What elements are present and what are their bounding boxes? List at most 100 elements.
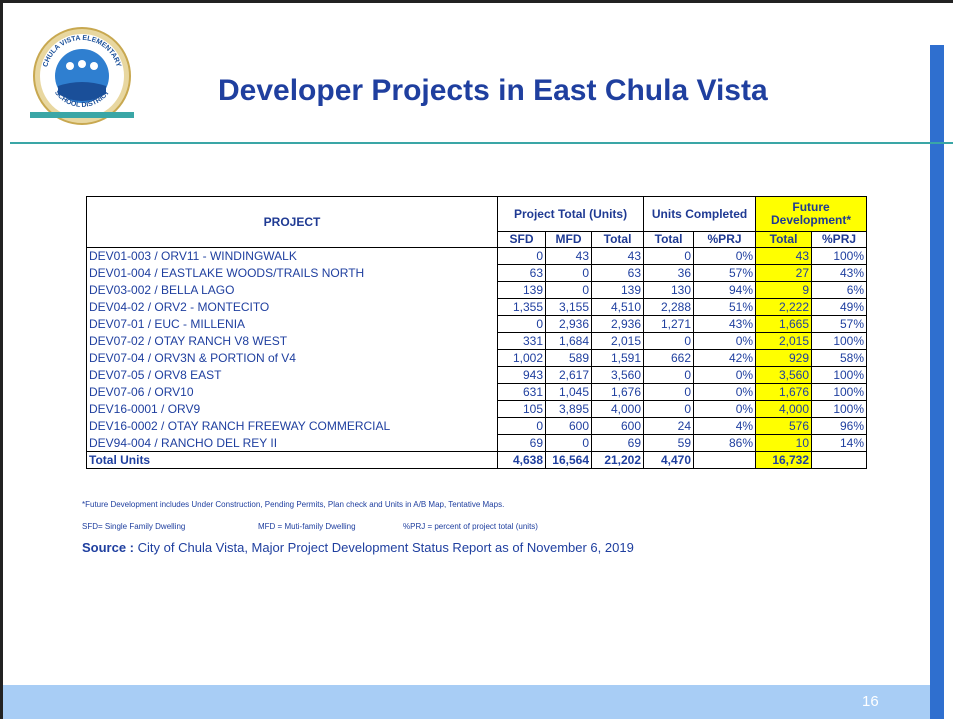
number-cell: 0 — [643, 383, 695, 401]
number-cell: 58% — [811, 349, 868, 367]
number-cell: 3,895 — [545, 400, 592, 418]
project-cell: DEV07-06 / ORV10 — [86, 383, 498, 401]
number-cell: 63 — [590, 264, 645, 282]
number-cell: 331 — [497, 332, 546, 350]
number-cell: 1,271 — [643, 315, 695, 333]
number-cell: 4,510 — [590, 298, 645, 316]
project-cell: DEV01-003 / ORV11 - WINDINGWALK — [86, 247, 498, 265]
number-cell: 0 — [497, 417, 546, 435]
sub-header-cell: SFD — [497, 231, 546, 248]
number-cell: 105 — [497, 400, 546, 418]
number-cell: 94% — [693, 281, 757, 299]
number-cell: 139 — [590, 281, 645, 299]
header-cell: Units Completed — [643, 196, 757, 232]
table-row: DEV07-05 / ORV8 EAST 943 2,617 3,560 0 0% 3,56… — [86, 366, 868, 384]
number-cell: 43 — [590, 247, 645, 265]
number-cell: 100% — [811, 366, 868, 384]
number-cell: 1,676 — [590, 383, 645, 401]
title: Developer Projects in East Chula Vista — [218, 74, 768, 107]
project-cell: DEV07-04 / ORV3N & PORTION of V4 — [86, 349, 498, 367]
sub-header-cell: Total — [590, 231, 645, 248]
table-row: DEV07-06 / ORV10 631 1,045 1,676 0 0% 1,676 100… — [86, 383, 868, 401]
total-cell — [693, 451, 757, 469]
number-cell: 36 — [643, 264, 695, 282]
total-cell: 16,732 — [755, 451, 813, 469]
number-cell: 0 — [643, 332, 695, 350]
total-row: Total Units 4,638 16,564 21,202 4,470 16,732 — [86, 451, 868, 469]
number-cell: 100% — [811, 400, 868, 418]
total-cell — [811, 451, 868, 469]
number-cell: 0 — [643, 400, 695, 418]
number-cell: 100% — [811, 383, 868, 401]
number-cell: 2,015 — [755, 332, 813, 350]
project-cell: DEV07-02 / OTAY RANCH V8 WEST — [86, 332, 498, 350]
number-cell: 42% — [693, 349, 757, 367]
number-cell: 2,015 — [590, 332, 645, 350]
table-row: DEV01-003 / ORV11 - WINDINGWALK 0 43 43 0 0% 4… — [86, 247, 868, 265]
page-number: 16 — [862, 693, 879, 710]
number-cell: 589 — [545, 349, 592, 367]
number-cell: 0 — [497, 247, 546, 265]
number-cell: 4% — [693, 417, 757, 435]
number-cell: 0 — [643, 247, 695, 265]
number-cell: 24 — [643, 417, 695, 435]
table-row: DEV16-0002 / OTAY RANCH FREEWAY COMMERCI… — [86, 417, 868, 435]
number-cell: 51% — [693, 298, 757, 316]
number-cell: 9 — [755, 281, 813, 299]
number-cell: 600 — [590, 417, 645, 435]
number-cell: 10 — [755, 434, 813, 452]
sub-header-cell: %PRJ — [693, 231, 757, 248]
number-cell: 0 — [545, 264, 592, 282]
prj-definition: %PRJ = percent of project total (units) — [403, 522, 538, 531]
number-cell: 2,936 — [545, 315, 592, 333]
number-cell: 0% — [693, 366, 757, 384]
table-row: DEV07-01 / EUC - MILLENIA 0 2,936 2,936 1,27… — [86, 315, 868, 333]
number-cell: 49% — [811, 298, 868, 316]
table-row: DEV07-02 / OTAY RANCH V8 WEST 331 1,684 2,0… — [86, 332, 868, 350]
number-cell: 0 — [643, 366, 695, 384]
number-cell: 0% — [693, 383, 757, 401]
sfd-definition: SFD= Single Family Dwelling — [82, 522, 186, 531]
top-border — [0, 0, 953, 3]
number-cell: 2,936 — [590, 315, 645, 333]
side-bar — [930, 45, 944, 719]
number-cell: 3,560 — [755, 366, 813, 384]
number-cell: 631 — [497, 383, 546, 401]
number-cell: 57% — [811, 315, 868, 333]
number-cell: 43 — [755, 247, 813, 265]
title-rule — [10, 142, 953, 144]
total-cell: 4,470 — [643, 451, 695, 469]
number-cell: 2,617 — [545, 366, 592, 384]
source: Source : City of Chula Vista, Major Proj… — [82, 540, 634, 555]
project-cell: DEV04-02 / ORV2 - MONTECITO — [86, 298, 498, 316]
sub-header-cell: MFD — [545, 231, 592, 248]
number-cell: 69 — [590, 434, 645, 452]
number-cell: 4,000 — [590, 400, 645, 418]
number-cell: 139 — [497, 281, 546, 299]
header-cell: PROJECT — [86, 196, 498, 248]
number-cell: 4,000 — [755, 400, 813, 418]
number-cell: 69 — [497, 434, 546, 452]
footer-bar — [3, 685, 930, 719]
sub-header-cell: %PRJ — [811, 231, 868, 248]
mfd-definition: MFD = Muti-family Dwelling — [258, 522, 356, 531]
total-cell: 4,638 — [497, 451, 546, 469]
number-cell: 0 — [497, 315, 546, 333]
sub-header-cell: Total — [643, 231, 695, 248]
number-cell: 0% — [693, 247, 757, 265]
number-cell: 576 — [755, 417, 813, 435]
number-cell: 3,560 — [590, 366, 645, 384]
table-row: DEV01-004 / EASTLAKE WOODS/TRAILS NORTH 6… — [86, 264, 868, 282]
table-row: DEV16-0001 / ORV9 105 3,895 4,000 0 0% 4,000 10… — [86, 400, 868, 418]
number-cell: 130 — [643, 281, 695, 299]
logo: CHULA VISTA ELEMENTARY SCHOOL DISTRICT — [30, 27, 134, 125]
sub-header-cell: Total — [755, 231, 813, 248]
number-cell: 600 — [545, 417, 592, 435]
number-cell: 0 — [545, 434, 592, 452]
number-cell: 1,355 — [497, 298, 546, 316]
table-row: DEV07-04 / ORV3N & PORTION of V4 1,002 589… — [86, 349, 868, 367]
projects-table: PROJECT Project Total (Units) Units Comp… — [86, 196, 868, 469]
number-cell: 6% — [811, 281, 868, 299]
number-cell: 1,676 — [755, 383, 813, 401]
